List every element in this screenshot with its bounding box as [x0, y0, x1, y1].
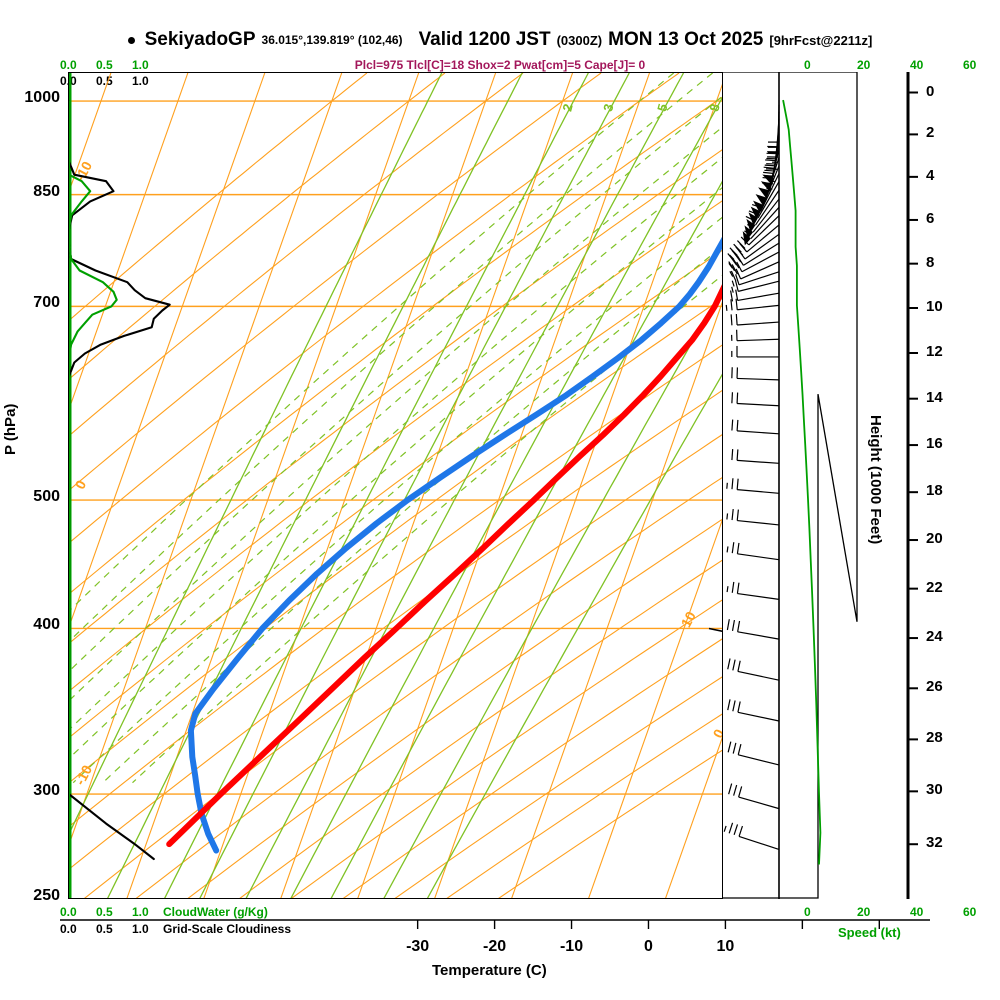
temperature-tick-10: 10	[716, 938, 735, 955]
cloudiness-tick-top-1: 0.5	[96, 74, 113, 88]
height-tick-4: 4	[926, 166, 935, 184]
speed-tick-bot-2: 40	[910, 905, 924, 919]
height-tick-30: 30	[926, 781, 943, 799]
height-tick-8: 8	[926, 253, 935, 271]
pressure-tick-850: 850	[33, 182, 60, 200]
cloudiness-legend: Grid-Scale Cloudiness	[163, 922, 292, 936]
svg-text:0: 0	[710, 726, 723, 741]
pressure-tick-250: 250	[33, 887, 60, 904]
cloudiness-tick-top-2: 1.0	[132, 74, 149, 88]
station-coords: 36.015°,139.819° (102,46)	[261, 33, 403, 47]
svg-text:-10: -10	[72, 158, 96, 184]
height-tick-22: 22	[926, 578, 943, 596]
height-tick-6: 6	[926, 209, 935, 227]
cloudwater-tick-bot-0: 0.0	[60, 905, 77, 919]
temperature-tick-0: 0	[644, 938, 653, 955]
svg-text:8: 8	[706, 102, 722, 113]
height-axis-line	[906, 72, 918, 899]
speed-tick-bot-0: 0	[804, 905, 811, 919]
height-tick-20: 20	[926, 530, 943, 548]
cloudiness-tick-bot-2: 1.0	[132, 922, 149, 936]
height-tick-26: 26	[926, 678, 943, 696]
speed-tick-bot-3: 60	[963, 905, 977, 919]
station-name: SekiyadoGP	[144, 29, 256, 50]
cloudwater-tick-top-2: 1.0	[132, 58, 149, 72]
speed-tick-bot-1: 20	[857, 905, 871, 919]
height-axis-label: Height (1000 Feet)	[867, 415, 884, 545]
svg-text:10: 10	[678, 608, 700, 629]
wind-barb-panel	[723, 71, 858, 899]
cloudwater-tick-top-1: 0.5	[96, 58, 113, 72]
valid-date: MON 13 Oct 2025	[608, 29, 764, 50]
valid-zulu: (0300Z)	[556, 32, 603, 48]
temperature-axis-line	[60, 919, 930, 929]
height-tick-28: 28	[926, 729, 943, 747]
height-tick-24: 24	[926, 628, 943, 646]
pressure-tick-300: 300	[33, 782, 60, 800]
svg-text:3: 3	[600, 102, 616, 113]
pressure-tick-500: 500	[33, 488, 60, 506]
speed-axis-label: Speed (kt)	[838, 925, 901, 940]
svg-text:5: 5	[654, 102, 670, 113]
pressure-tick-400: 400	[33, 616, 60, 634]
svg-text:0: 0	[72, 477, 90, 492]
svg-text:2: 2	[559, 102, 575, 113]
cloudwater-tick-top-0: 0.0	[60, 58, 77, 72]
speed-tick-top-3: 60	[963, 58, 977, 72]
temperature-tick--10: -10	[559, 938, 584, 955]
cloudwater-tick-bot-2: 1.0	[132, 905, 149, 919]
forecast-tag: [9hrFcst@2211z]	[769, 32, 873, 48]
sounding-indices: Plcl=975 Tlcl[C]=18 Shox=2 Pwat[cm]=5 Ca…	[354, 58, 646, 72]
figure-title: SekiyadoGP 36.015°,139.819° (102,46) Val…	[0, 28, 1000, 52]
cloudwater-legend: CloudWater (g/Kg)	[163, 905, 268, 919]
station-marker-dot	[127, 36, 135, 44]
cloudiness-tick-bot-0: 0.0	[60, 922, 77, 936]
temperature-tick--20: -20	[483, 938, 507, 955]
height-tick-32: 32	[926, 834, 943, 852]
height-tick-10: 10	[926, 297, 943, 315]
pressure-axis-label: P (hPa)	[2, 403, 19, 455]
temperature-tick--30: -30	[406, 938, 430, 955]
height-tick-0: 0	[926, 82, 935, 100]
speed-tick-top-1: 20	[857, 58, 871, 72]
height-tick-12: 12	[926, 343, 943, 360]
temperature-axis-label: Temperature (C)	[432, 962, 547, 979]
pressure-tick-1000: 1000	[24, 89, 60, 107]
speed-tick-top-2: 40	[910, 58, 924, 72]
skewt-plot-area: 2 3 5 8 -10 0 -10 0 10	[68, 72, 723, 899]
height-tick-18: 18	[926, 482, 943, 500]
pressure-tick-700: 700	[33, 294, 60, 312]
height-tick-14: 14	[926, 388, 943, 406]
height-tick-2: 2	[926, 124, 935, 142]
height-tick-16: 16	[926, 435, 943, 453]
cloudiness-tick-bot-1: 0.5	[96, 922, 113, 936]
speed-tick-top-0: 0	[804, 58, 811, 72]
cloudwater-tick-bot-1: 0.5	[96, 905, 113, 919]
valid-time: Valid 1200 JST	[418, 29, 551, 50]
wind-barbs-and-speed	[723, 71, 858, 899]
